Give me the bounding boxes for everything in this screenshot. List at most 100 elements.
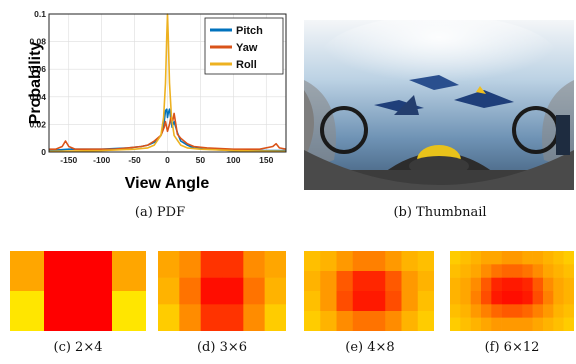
heatmap-cell (532, 317, 544, 331)
heatmap-cell (385, 251, 402, 272)
heatmap-cell (243, 304, 265, 331)
legend: Pitch Yaw Roll (204, 17, 284, 75)
heatmap-cell (304, 291, 321, 312)
heatmap-cell (417, 251, 434, 272)
heatmap-cell (532, 264, 544, 278)
x-tick-label: -100 (93, 155, 110, 165)
y-tick-label: 0.1 (34, 9, 46, 19)
heatmap-cell (491, 277, 502, 292)
heatmap-6x12 (450, 251, 574, 331)
heatmap-cell (112, 291, 146, 331)
heatmap-cell (522, 304, 533, 318)
heatmap-4x8 (304, 251, 434, 331)
x-tick-label: -150 (60, 155, 77, 165)
heatmap-cell (543, 317, 554, 331)
legend-label-yaw: Yaw (236, 42, 258, 54)
heatmap-cell (158, 304, 180, 331)
heatmap-cell (179, 251, 201, 278)
heatmap-cell (304, 271, 321, 292)
legend-label-pitch: Pitch (236, 25, 263, 37)
caption-c: (c) 2×4 (53, 340, 103, 355)
heatmap-cell (200, 277, 223, 305)
cockpit-panorama (304, 20, 574, 190)
heatmap-cell (450, 317, 461, 331)
heatmap-cell (522, 251, 533, 265)
heatmap-cell (481, 317, 492, 331)
heatmap-cell (543, 291, 554, 305)
heatmap-cell (352, 251, 370, 272)
x-tick-label: 100 (226, 155, 240, 165)
heatmap-cell (222, 304, 244, 331)
heatmap-cell (44, 291, 79, 331)
heatmap-cell (336, 311, 354, 331)
y-tick-label: 0.06 (29, 64, 46, 74)
heatmap-cell (320, 271, 337, 292)
heatmap-cell (264, 304, 286, 331)
heatmap-cell (491, 304, 502, 318)
heatmap-cell (501, 277, 513, 292)
x-axis-label: View Angle (125, 175, 210, 192)
heatmap-cell (470, 264, 482, 278)
heatmap-cell (200, 251, 223, 278)
heatmap-cell (243, 277, 265, 305)
heatmap-cell (450, 277, 461, 292)
heatmap-cell (512, 304, 523, 318)
heatmap-cell (563, 264, 574, 278)
heatmap-3x6 (158, 251, 286, 331)
heatmap-cell (522, 277, 533, 292)
heatmap-cell (460, 291, 471, 305)
heatmap-cell (512, 277, 523, 292)
heatmap-cell (200, 304, 223, 331)
heatmap-cell (470, 304, 482, 318)
heatmap-cell (10, 251, 45, 292)
heatmap-cell (470, 317, 482, 331)
heatmap-cell (460, 304, 471, 318)
legend-label-roll: Roll (236, 59, 257, 71)
heatmap-cell (553, 264, 564, 278)
heatmap-cell (336, 291, 354, 312)
heatmap-cell (501, 291, 513, 305)
heatmap-2x4 (10, 251, 146, 331)
heatmap-cell (512, 264, 523, 278)
y-tick-label: 0 (41, 147, 46, 157)
x-tick-labels: -150 -100 -50 0 50 100 150 (60, 155, 273, 165)
heatmap-cell (491, 264, 502, 278)
heatmap-cell (179, 304, 201, 331)
heatmap-cell (460, 251, 471, 265)
heatmap-cell (369, 251, 386, 272)
heatmap-cell (460, 317, 471, 331)
heatmap-cell (501, 264, 513, 278)
heatmap-cell (543, 304, 554, 318)
heatmap-cell (553, 291, 564, 305)
heatmap-cell (401, 271, 419, 292)
heatmap-cell (553, 317, 564, 331)
heatmap-cell (304, 311, 321, 331)
heatmap-cell (563, 291, 574, 305)
caption-a: (a) PDF (134, 205, 186, 220)
heatmap-cell (522, 317, 533, 331)
heatmap-cell (320, 251, 337, 272)
heatmap-cell (553, 304, 564, 318)
heatmap-cell (543, 277, 554, 292)
heatmap-cell (532, 251, 544, 265)
heatmap-cell (336, 251, 354, 272)
heatmap-cell (264, 251, 286, 278)
x-tick-label: -50 (128, 155, 141, 165)
heatmap-cell (522, 264, 533, 278)
y-tick-labels: 0 0.02 0.04 0.06 0.08 0.1 (29, 9, 46, 157)
heatmap-cell (304, 251, 321, 272)
pdf-chart: -150 -100 -50 0 50 100 150 0 0.02 0.04 0.06 0.08 0.… (27, 9, 287, 192)
heatmap-cell (512, 291, 523, 305)
heatmap-cell (320, 311, 337, 331)
series-line-yaw (49, 112, 287, 150)
heatmap-cell (532, 304, 544, 318)
heatmap-cell (543, 264, 554, 278)
heatmap-cell (179, 277, 201, 305)
heatmap-cell (385, 291, 402, 312)
heatmap-cell (78, 251, 113, 292)
heatmap-cell (369, 271, 386, 292)
heatmap-cell (501, 317, 513, 331)
heatmap-cell (417, 311, 434, 331)
heatmap-cell (369, 311, 386, 331)
heatmap-cell (553, 277, 564, 292)
